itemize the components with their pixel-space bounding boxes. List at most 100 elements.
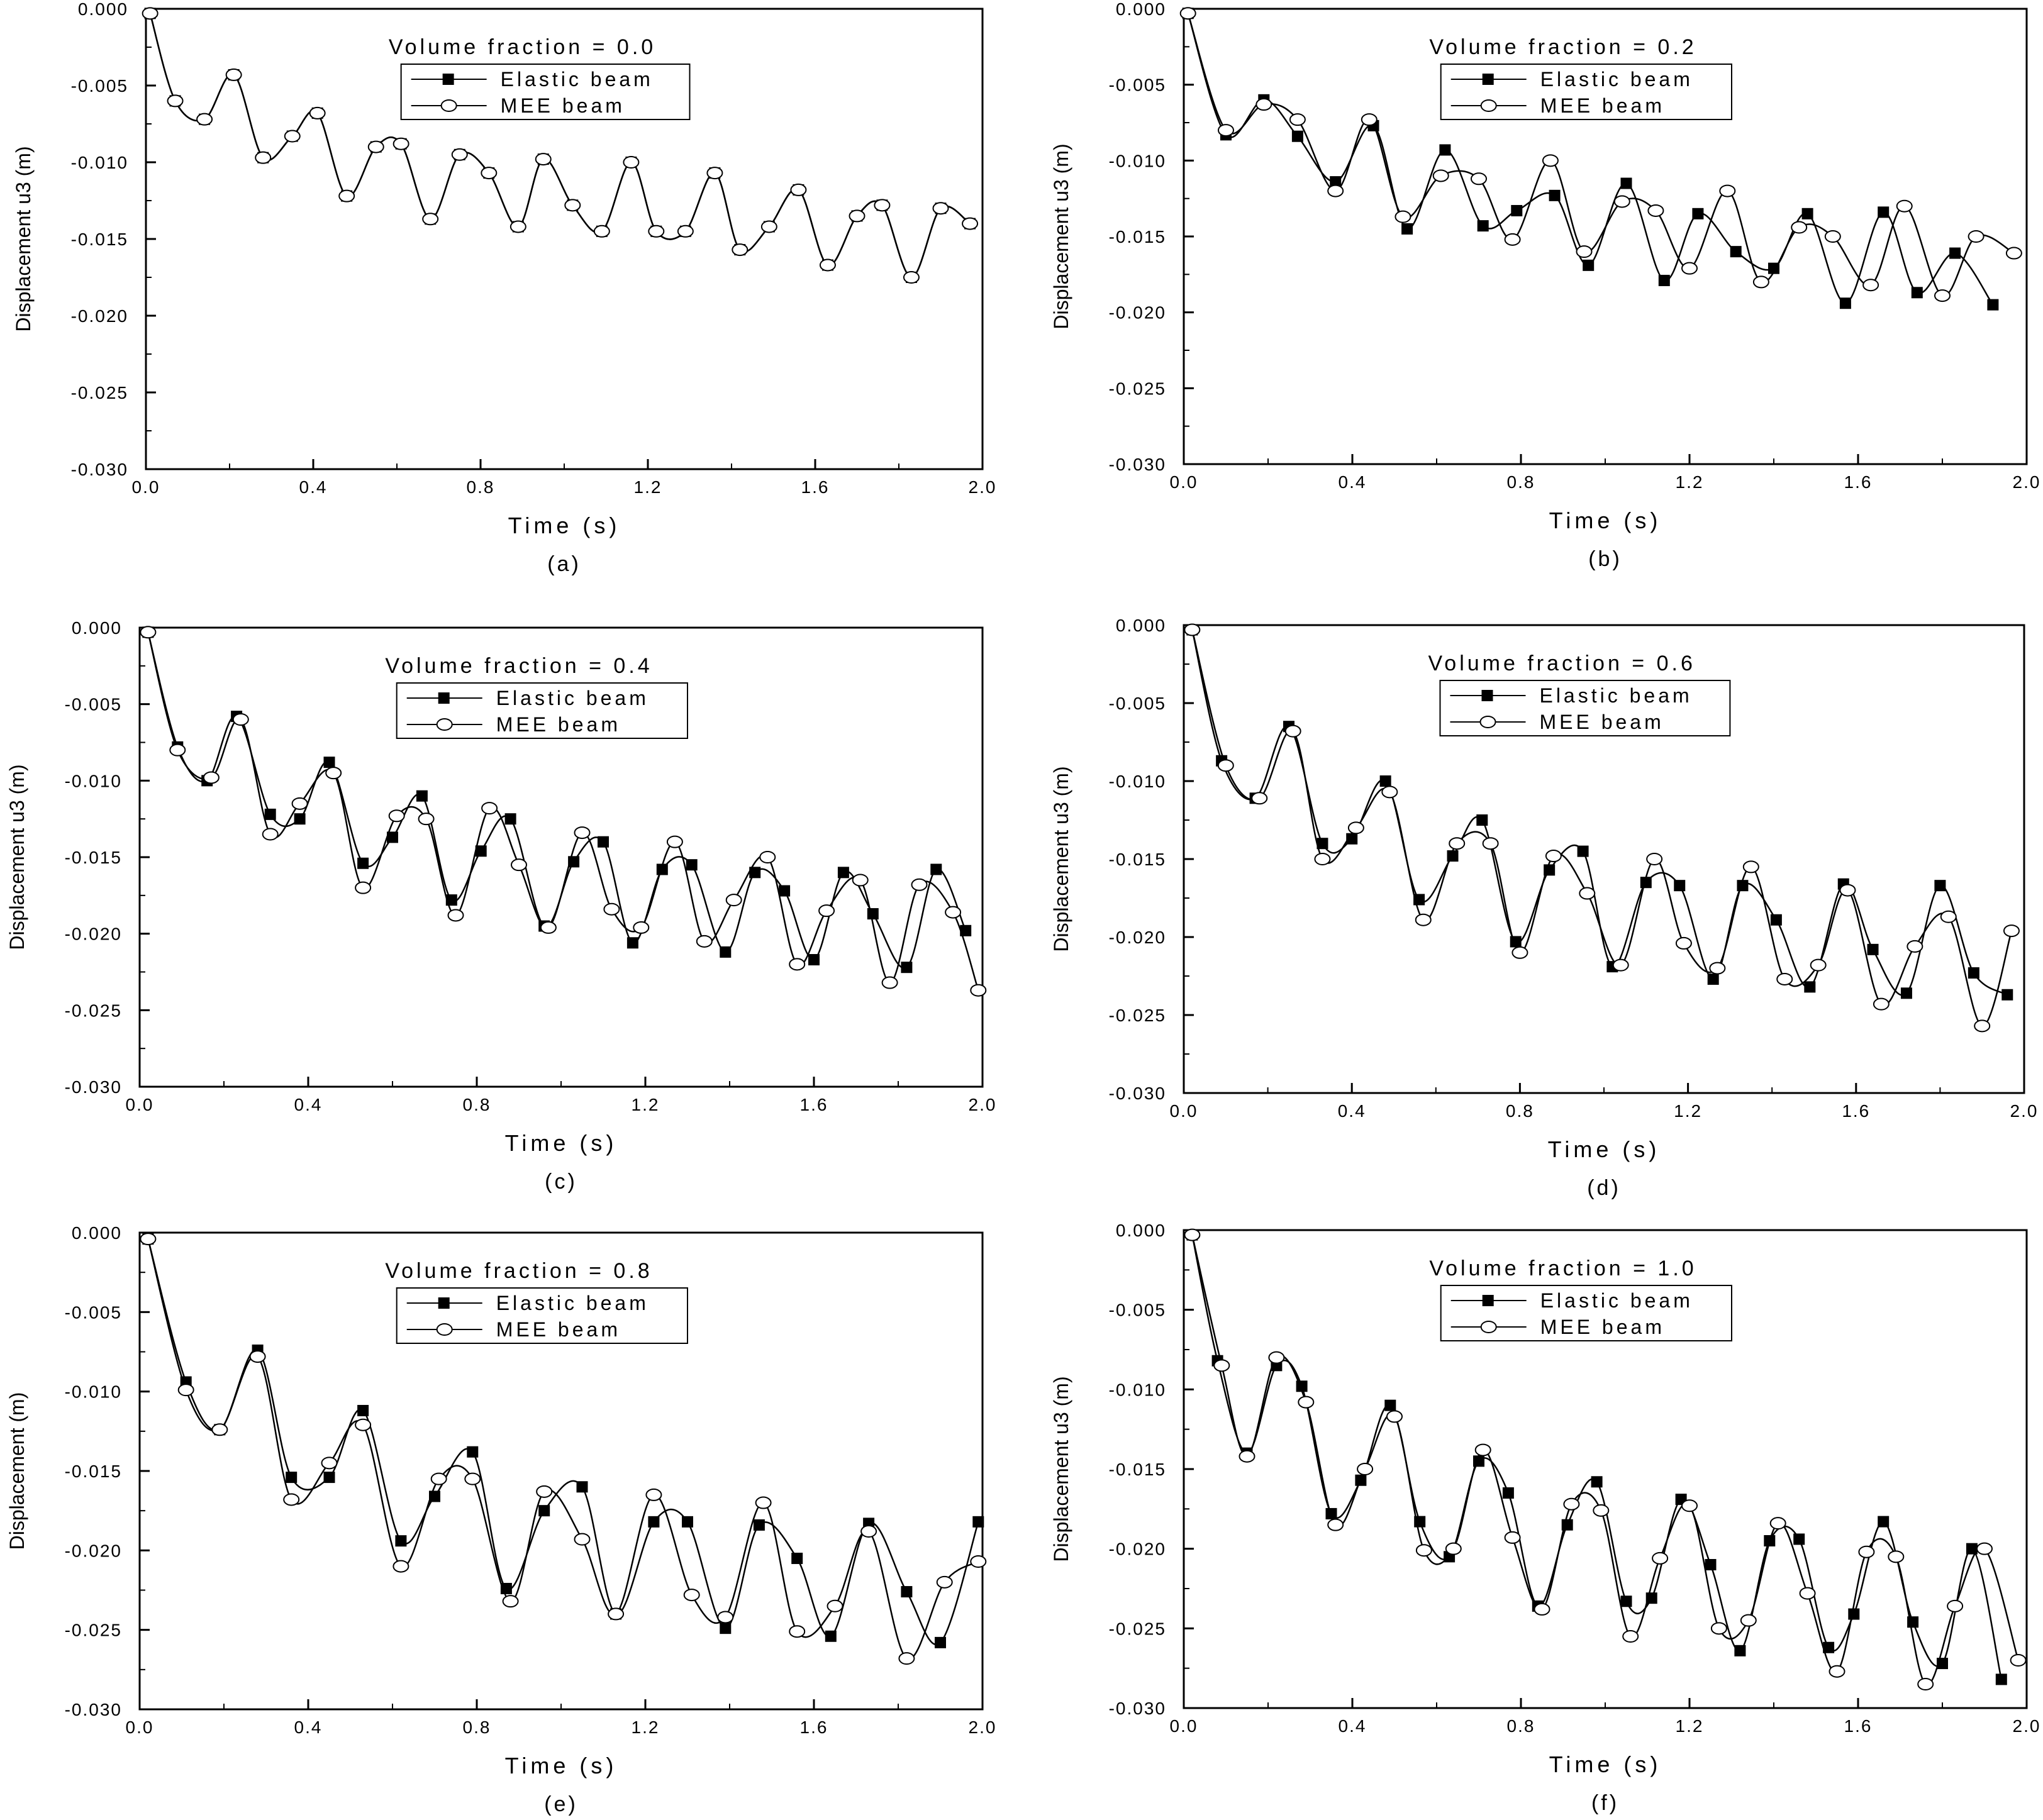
data-point-circle <box>481 802 498 815</box>
data-point-circle <box>211 1423 228 1436</box>
x-tick-label: 0.8 <box>1507 1716 1535 1736</box>
x-tick-label: 2.0 <box>969 477 997 497</box>
y-tick-label: -0.025 <box>1109 1006 1166 1025</box>
data-point-circle <box>1504 1531 1521 1544</box>
data-point-circle <box>633 921 650 934</box>
data-point-square <box>286 1472 298 1484</box>
data-point-circle <box>255 151 272 164</box>
legend-label: Elastic beam <box>1539 684 1692 707</box>
data-point-circle <box>696 935 713 948</box>
data-point-square <box>1401 223 1413 235</box>
x-tick-label: 0.4 <box>299 477 328 497</box>
data-point-circle <box>962 217 979 230</box>
legend-label: MEE beam <box>496 713 621 736</box>
legend-marker-circle <box>436 1323 453 1336</box>
data-point-circle <box>1681 1499 1698 1512</box>
data-point-square <box>1934 880 1946 892</box>
legend-label: MEE beam <box>1540 1316 1665 1338</box>
legend-marker-square <box>442 74 454 85</box>
series-mee-beam <box>1184 1228 2027 1690</box>
data-point-circle <box>392 137 409 150</box>
panel-label: (c) <box>545 1170 577 1194</box>
data-point-circle <box>1917 1678 1934 1690</box>
panel-label: (e) <box>544 1792 578 1816</box>
data-point-square <box>1330 176 1342 188</box>
y-tick-label: -0.030 <box>65 1077 122 1097</box>
y-tick-label: -0.005 <box>71 76 128 96</box>
data-point-circle <box>1934 289 1951 302</box>
data-point-circle <box>430 1472 447 1485</box>
data-point-circle <box>1752 275 1769 289</box>
x-tick-label: 2.0 <box>2013 1716 2041 1736</box>
data-point-circle <box>860 1525 877 1538</box>
legend: Elastic beam MEE beam <box>396 682 688 739</box>
data-point-circle <box>464 1472 481 1485</box>
y-axis: 0.000 -0.005 -0.010 -0.015 -0.020 -0.025 -0.03… <box>1109 0 1194 474</box>
legend-marker-square <box>438 692 450 704</box>
data-point-square <box>901 962 913 974</box>
legend-label: Elastic beam <box>496 687 649 709</box>
data-point-circle <box>1432 169 1449 182</box>
y-tick-label: -0.025 <box>71 383 128 402</box>
chart-panel-d: 0.0 0.4 0.8 1.2 1.6 2.0 0.000 -0.005 -0.010 -0.01… <box>1050 616 2037 1200</box>
data-point-circle <box>1799 1587 1816 1600</box>
data-point-circle <box>1361 113 1378 126</box>
data-point-circle <box>1504 233 1521 246</box>
data-point-circle <box>1394 210 1411 223</box>
data-point-square <box>1379 775 1391 787</box>
data-point-circle <box>1968 230 1985 243</box>
legend-label: MEE beam <box>496 1318 621 1341</box>
data-point-circle <box>392 1560 409 1573</box>
data-point-circle <box>1563 1497 1580 1511</box>
legend-label: MEE beam <box>1540 94 1665 117</box>
data-point-circle <box>1719 184 1736 197</box>
data-point-square <box>1966 1543 1978 1555</box>
data-point-circle <box>1357 1463 1374 1475</box>
y-tick-label: -0.005 <box>1109 694 1166 713</box>
x-tick-label: 0.4 <box>1339 472 1367 492</box>
data-point-circle <box>1742 860 1759 874</box>
data-point-square <box>1692 208 1704 219</box>
y-axis: 0.000 -0.005 -0.010 -0.015 -0.020 -0.025 -0.03… <box>65 1223 150 1719</box>
y-tick-label: -0.005 <box>65 1302 122 1322</box>
data-point-square <box>1823 1641 1835 1653</box>
legend-label: MEE beam <box>1539 711 1664 733</box>
data-point-circle <box>881 976 898 989</box>
y-tick-label: -0.010 <box>1109 151 1166 170</box>
data-point-circle <box>321 1457 338 1470</box>
data-point-circle <box>2003 924 2020 938</box>
panel-label: (a) <box>547 552 581 576</box>
data-point-circle <box>1268 1351 1285 1364</box>
data-point-circle <box>1482 837 1499 850</box>
data-point-circle <box>903 271 920 284</box>
y-tick-label: -0.030 <box>65 1700 122 1719</box>
legend-label: Elastic beam <box>1540 1289 1693 1312</box>
data-point-circle <box>1184 1228 1201 1241</box>
data-point-circle <box>1327 1518 1344 1531</box>
y-tick-label: -0.020 <box>1109 1540 1166 1559</box>
data-point-square <box>1839 297 1851 309</box>
y-tick-label: -0.020 <box>1109 303 1166 323</box>
data-point-circle <box>603 902 620 916</box>
data-point-circle <box>451 148 468 161</box>
legend-title: Volume fraction = 0.2 <box>1429 35 1696 59</box>
data-point-circle <box>1213 1359 1230 1372</box>
x-axis-title: Time (s) <box>1549 1751 1662 1777</box>
data-point-circle <box>1896 199 1913 213</box>
data-point-circle <box>1179 7 1196 20</box>
data-point-circle <box>932 202 949 215</box>
y-axis-title: Displacement u3 (m) <box>1050 1376 1072 1562</box>
y-tick-label: -0.030 <box>1109 1084 1166 1103</box>
chart-panel-f: 0.0 0.4 0.8 1.2 1.6 2.0 0.000 -0.005 -0.010 -0.01… <box>1050 1221 2041 1815</box>
x-tick-label: 1.2 <box>1676 472 1704 492</box>
x-axis: 0.0 0.4 0.8 1.2 1.6 2.0 <box>1170 1083 2037 1121</box>
y-tick-label: -0.025 <box>65 1621 122 1640</box>
y-axis: 0.000 -0.005 -0.010 -0.015 -0.020 -0.025 -0.03… <box>71 0 156 479</box>
data-point-circle <box>1511 946 1528 959</box>
data-point-circle <box>167 94 184 108</box>
data-point-square <box>1317 838 1328 850</box>
x-tick-label: 1.2 <box>632 1717 660 1737</box>
data-point-square <box>867 908 879 920</box>
data-point-circle <box>2010 1654 2027 1667</box>
data-point-circle <box>142 7 159 20</box>
